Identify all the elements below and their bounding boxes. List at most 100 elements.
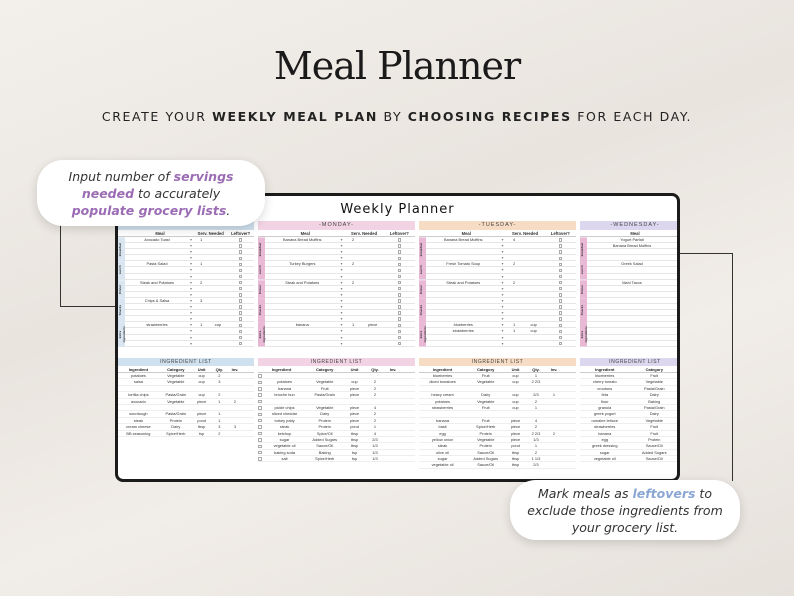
meal-select[interactable] [266, 243, 339, 248]
meal-row[interactable]: Greek Salad ▾ [580, 261, 677, 268]
meal-row[interactable]: banana ▾ 1 piece [258, 322, 415, 329]
servings-input[interactable]: 2 [352, 261, 355, 267]
chevron-down-icon[interactable]: ▾ [340, 249, 343, 255]
ingredient-checkbox[interactable] [258, 418, 262, 423]
leftover-checkbox[interactable] [397, 238, 402, 242]
meal-select[interactable]: strawberries [452, 328, 474, 334]
meal-row[interactable]: ▾ [258, 298, 415, 305]
leftover-checkbox[interactable] [397, 262, 402, 267]
meal-row[interactable]: ▾ [258, 304, 415, 311]
servings-input[interactable] [194, 243, 209, 248]
leftover-checkbox[interactable] [238, 286, 243, 291]
meal-row[interactable]: ▾ [118, 286, 254, 292]
leftover-checkbox[interactable] [558, 305, 563, 309]
servings-input[interactable] [194, 341, 209, 346]
servings-input[interactable] [505, 298, 522, 303]
meal-select[interactable] [427, 341, 500, 346]
servings-input[interactable] [194, 274, 209, 279]
meal-select[interactable]: Steak and Potatoes [285, 279, 320, 285]
leftover-checkbox[interactable] [558, 286, 563, 291]
servings-input[interactable] [505, 335, 522, 340]
meal-row[interactable]: Fresh Tomato Soup ▾ 2 [419, 261, 576, 268]
meal-row[interactable]: ▾ [258, 316, 415, 323]
meal-select[interactable] [266, 255, 339, 260]
meal-select[interactable]: Pasta Salad [146, 261, 168, 267]
leftover-checkbox[interactable] [238, 335, 243, 340]
servings-input[interactable] [505, 267, 522, 272]
meal-row[interactable]: ▾ [258, 255, 415, 262]
meal-select[interactable] [126, 335, 188, 340]
servings-input[interactable] [344, 335, 361, 340]
meal-select[interactable] [266, 286, 339, 291]
chevron-down-icon[interactable]: ▾ [676, 328, 677, 333]
meal-select[interactable]: Chips & Salsa [144, 297, 170, 303]
meal-row[interactable]: ▾ [419, 255, 576, 262]
meal-select[interactable] [427, 274, 500, 279]
meal-select[interactable] [126, 304, 188, 309]
servings-input[interactable]: 2 [513, 279, 516, 285]
chevron-down-icon[interactable]: ▾ [501, 304, 504, 310]
chevron-down-icon[interactable]: ▾ [676, 280, 677, 285]
meal-select[interactable] [126, 310, 188, 315]
chevron-down-icon[interactable]: ▾ [676, 286, 677, 291]
meal-select[interactable] [588, 316, 676, 321]
leftover-checkbox[interactable] [397, 286, 402, 291]
meal-row[interactable]: ▾ [258, 243, 415, 250]
servings-input[interactable] [505, 316, 522, 321]
ingredient-checkbox[interactable] [258, 457, 262, 461]
leftover-checkbox[interactable] [558, 256, 563, 260]
leftover-checkbox[interactable] [238, 256, 243, 260]
servings-input[interactable] [505, 274, 522, 279]
meal-row[interactable]: ▾ [118, 267, 254, 274]
chevron-down-icon[interactable]: ▾ [501, 297, 504, 303]
leftover-checkbox[interactable] [238, 329, 243, 334]
meal-select[interactable]: Steak and Potatoes [140, 279, 174, 285]
leftover-checkbox[interactable] [397, 256, 402, 260]
servings-input[interactable]: 1 [513, 322, 516, 328]
meal-row[interactable]: ▾ [258, 292, 415, 298]
meal-select[interactable] [126, 316, 188, 321]
chevron-down-icon[interactable]: ▾ [501, 267, 504, 273]
servings-input[interactable] [505, 292, 522, 297]
servings-input[interactable] [505, 341, 522, 346]
meal-select[interactable] [266, 267, 339, 272]
chevron-down-icon[interactable]: ▾ [340, 273, 343, 279]
leftover-checkbox[interactable] [397, 280, 402, 285]
chevron-down-icon[interactable]: ▾ [676, 274, 677, 279]
meal-row[interactable]: Yogurt Parfait ▾ [580, 237, 677, 244]
chevron-down-icon[interactable]: ▾ [340, 291, 343, 297]
chevron-down-icon[interactable]: ▾ [676, 255, 677, 260]
servings-input[interactable] [194, 292, 209, 297]
meal-row[interactable]: ▾ [258, 341, 415, 347]
chevron-down-icon[interactable]: ▾ [676, 237, 677, 242]
meal-row[interactable]: ▾ [580, 286, 677, 292]
chevron-down-icon[interactable]: ▾ [189, 310, 192, 316]
chevron-down-icon[interactable]: ▾ [189, 249, 192, 255]
meal-row[interactable]: ▾ [419, 292, 576, 298]
chevron-down-icon[interactable]: ▾ [189, 237, 192, 242]
leftover-checkbox[interactable] [397, 335, 402, 340]
servings-input[interactable] [344, 249, 361, 254]
servings-input[interactable] [194, 335, 209, 340]
leftover-checkbox[interactable] [238, 250, 243, 254]
servings-input[interactable]: 1 [513, 328, 516, 334]
leftover-checkbox[interactable] [397, 293, 402, 297]
meal-select[interactable]: Banana Bread Muffins [612, 243, 652, 249]
meal-select[interactable] [427, 335, 500, 340]
chevron-down-icon[interactable]: ▾ [501, 322, 504, 328]
chevron-down-icon[interactable]: ▾ [340, 322, 343, 328]
meal-row[interactable]: ▾ [580, 341, 677, 347]
meal-row[interactable]: ▾ [419, 274, 576, 280]
chevron-down-icon[interactable]: ▾ [676, 243, 677, 248]
meal-row[interactable]: ▾ [580, 274, 677, 280]
meal-select[interactable]: Banana Bread Muffins [444, 237, 483, 242]
chevron-down-icon[interactable]: ▾ [676, 322, 677, 327]
servings-input[interactable]: 2 [352, 279, 355, 285]
leftover-checkbox[interactable] [238, 268, 243, 273]
meal-row[interactable]: ▾ [580, 328, 677, 335]
servings-input[interactable]: 1 [200, 322, 203, 328]
leftover-checkbox[interactable] [397, 250, 402, 254]
chevron-down-icon[interactable]: ▾ [676, 292, 677, 297]
meal-row[interactable]: Banana Bread Muffins ▾ [580, 243, 677, 250]
chevron-down-icon[interactable]: ▾ [501, 316, 504, 322]
